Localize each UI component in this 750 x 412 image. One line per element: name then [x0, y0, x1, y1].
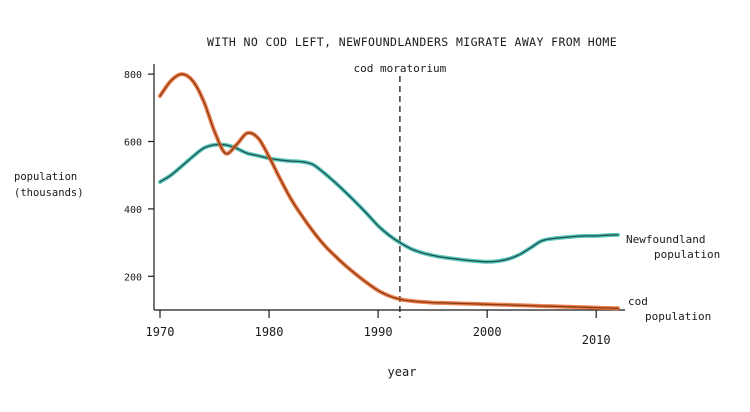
- y-axis-title-line-1: population: [14, 171, 77, 183]
- y-ticks: 200 400 600 800: [124, 70, 154, 283]
- series-layer: [158, 72, 620, 311]
- cod-population-line-highlight: [158, 72, 620, 311]
- x-tick-label: 2010: [582, 333, 611, 347]
- y-tick-label: 800: [124, 70, 142, 81]
- x-tick-label: 2000: [473, 325, 502, 339]
- x-tick-label: 1980: [255, 325, 284, 339]
- cod-moratorium-label: cod moratorium: [354, 62, 447, 75]
- newfoundland-label-line-1: Newfoundland: [626, 233, 705, 246]
- y-axis-title-line-2: (thousands): [14, 187, 84, 199]
- y-tick-label: 400: [124, 205, 142, 216]
- newfoundland-population-line-highlight: [158, 142, 620, 264]
- cod-label-line-1: cod: [628, 295, 648, 308]
- y-tick-label: 600: [124, 138, 142, 149]
- newfoundland-population-line: [159, 143, 619, 263]
- x-tick-label: 1970: [146, 325, 175, 339]
- y-tick-label: 200: [124, 272, 142, 283]
- x-tick-label: 1990: [364, 325, 393, 339]
- chart-title: WITH NO COD LEFT, NEWFOUNDLANDERS MIGRAT…: [207, 35, 617, 49]
- x-axis-title: year: [388, 365, 417, 379]
- x-ticks: 1970 1980 1990 2000 2010: [146, 310, 611, 347]
- cod-label-line-2: population: [645, 310, 711, 323]
- cod-population-line: [159, 73, 619, 309]
- newfoundland-label-line-2: population: [654, 248, 720, 261]
